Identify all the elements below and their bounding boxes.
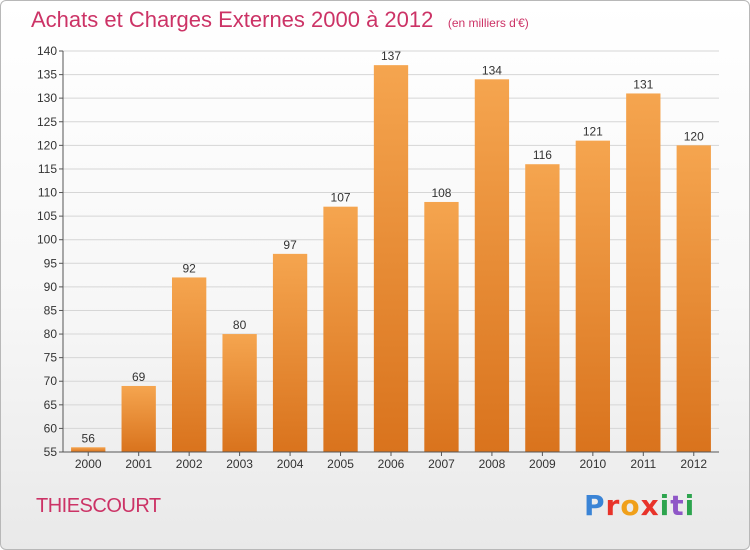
y-tick-label: 115	[38, 162, 57, 176]
bar-2006	[373, 65, 409, 452]
data-label: 120	[684, 129, 704, 143]
x-tick-label: 2005	[327, 457, 354, 471]
commune-name: THIESCOURT	[36, 495, 161, 517]
chart-unit: (en milliers d'€)	[447, 16, 529, 30]
y-tick-label: 55	[44, 445, 58, 459]
y-tick-label: 70	[44, 374, 58, 388]
y-tick-label: 75	[44, 351, 58, 365]
bar-2005	[323, 206, 358, 452]
data-label: 121	[583, 125, 603, 139]
x-tick-label: 2004	[277, 457, 304, 471]
y-tick-label: 95	[44, 256, 58, 270]
data-label: 116	[533, 148, 552, 162]
x-tick-label: 2001	[125, 457, 152, 471]
axes: 55 60 65 70 75 80 85 90 95 100 105 110 115 120 125 130 1…	[37, 44, 719, 471]
x-tick-label: 2002	[176, 457, 203, 471]
y-tick-label: 120	[37, 138, 57, 152]
y-tick-label: 105	[37, 209, 57, 223]
x-tick-label: 2008	[479, 457, 506, 471]
data-label: 92	[182, 261, 196, 275]
bar-2011	[626, 93, 661, 452]
data-label: 97	[283, 238, 297, 252]
x-tick-label: 2009	[529, 457, 556, 471]
bar-2002	[171, 277, 207, 452]
proxiti-logo[interactable]: Proxiti	[584, 489, 696, 522]
y-tick-label: 65	[44, 398, 58, 412]
y-tick-label: 110	[38, 186, 57, 200]
data-label: 56	[82, 431, 96, 445]
y-tick-label: 140	[37, 44, 57, 58]
bar-2007	[424, 201, 459, 452]
title-row: Achats et Charges Externes 2000 à 2012 (…	[31, 7, 529, 33]
x-tick-label: 2010	[579, 457, 606, 471]
x-tick-label: 2003	[226, 457, 253, 471]
bar-2001	[121, 385, 156, 452]
bar-2000	[71, 447, 106, 452]
bar-2009	[525, 164, 560, 453]
y-tick-label: 130	[37, 91, 57, 105]
data-label: 80	[233, 318, 247, 332]
bar-2010	[575, 140, 611, 452]
x-tick-label: 2006	[378, 457, 405, 471]
y-tick-label: 80	[44, 327, 58, 341]
data-label: 107	[331, 191, 351, 205]
bar-2012	[676, 145, 711, 452]
data-label: 131	[633, 77, 653, 91]
x-tick-label: 2007	[428, 457, 455, 471]
y-tick-label: 85	[44, 303, 58, 317]
y-tick-label: 90	[44, 280, 58, 294]
y-tick-label: 100	[37, 233, 57, 247]
data-label: 134	[482, 63, 502, 77]
bar-2004	[272, 253, 308, 452]
bar-2008	[474, 79, 510, 453]
x-tick-label: 2012	[680, 457, 707, 471]
x-tick-label: 2000	[75, 457, 102, 471]
data-label: 137	[381, 49, 401, 63]
data-label: 69	[132, 370, 146, 384]
y-tick-label: 125	[37, 115, 57, 129]
bars: 56 69 92 80 97 107 137 108 134 116 121 131 120	[71, 49, 711, 453]
x-tick-label: 2011	[630, 457, 656, 471]
bar-2003	[222, 334, 257, 452]
chart-title: Achats et Charges Externes 2000 à 2012	[31, 7, 434, 32]
y-tick-label: 60	[44, 421, 58, 435]
y-tick-label: 135	[37, 68, 57, 82]
data-label: 108	[431, 186, 451, 200]
